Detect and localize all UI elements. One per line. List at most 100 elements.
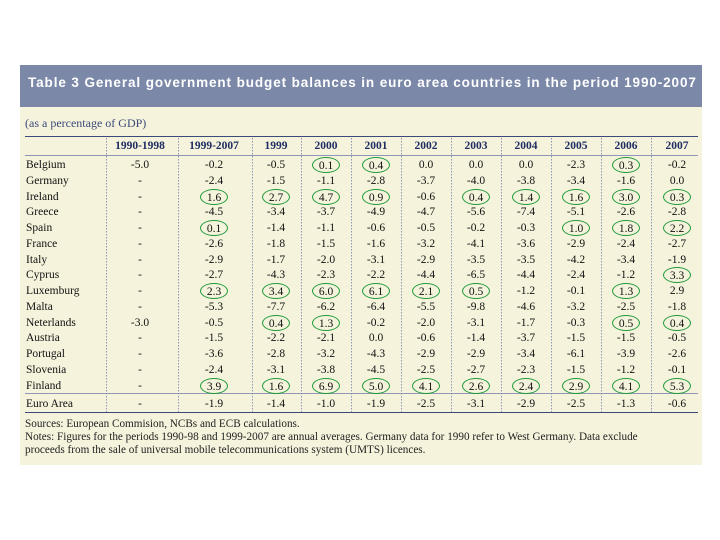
value-cell: -1.1 [316, 222, 336, 234]
highlighted-value-cell: 1.6 [200, 188, 228, 205]
value-cell: -3.0 [130, 316, 150, 329]
highlighted-value-cell: 3.0 [612, 188, 640, 205]
value-cell: -6.4 [366, 300, 386, 313]
value-cell: -1.5 [266, 174, 286, 187]
value-cell: -2.5 [616, 300, 636, 313]
value-cell: -2.8 [266, 348, 286, 360]
value-cell: -4.5 [366, 363, 386, 376]
value-cell: -3.1 [266, 363, 286, 376]
value-cell: -2.4 [616, 237, 636, 250]
value-cell: - [138, 237, 142, 250]
highlighted-value-cell: 0.1 [312, 157, 340, 173]
value-cell: -1.4 [266, 222, 286, 234]
value-cell: -2.7 [204, 269, 224, 282]
column-header: 1990-1998 [115, 140, 165, 152]
value-cell: -3.1 [366, 253, 386, 266]
highlighted-value-cell: 4.1 [612, 377, 640, 394]
value-cell: -1.1 [316, 174, 336, 187]
value-cell: -6.1 [566, 348, 586, 360]
value-cell: -2.9 [466, 348, 486, 360]
column-divider [301, 138, 302, 412]
value-cell: - [138, 174, 142, 187]
value-cell: -4.4 [516, 269, 536, 282]
value-cell: -2.7 [667, 237, 687, 250]
column-header: 1999 [264, 140, 288, 152]
column-header: 2001 [364, 140, 388, 152]
value-cell: -4.7 [416, 206, 436, 219]
value-cell: - [138, 379, 142, 392]
value-cell: -0.2 [466, 222, 486, 234]
value-cell: -0.6 [366, 222, 386, 234]
highlighted-value-cell: 1.6 [262, 377, 290, 394]
value-cell: -4.6 [516, 300, 536, 313]
highlighted-value-cell: 2.3 [200, 283, 228, 299]
highlighted-value-cell: 3.9 [200, 377, 228, 394]
total-value-cell: -2.5 [566, 398, 586, 410]
value-cell: -0.1 [566, 285, 586, 297]
value-cell: - [138, 363, 142, 376]
value-cell: 2.9 [669, 285, 685, 297]
value-cell: -0.6 [416, 332, 436, 345]
value-cell: -3.6 [204, 348, 224, 360]
highlighted-value-cell: 0.4 [462, 188, 490, 205]
highlighted-value-cell: 0.1 [200, 220, 228, 236]
value-cell: -3.2 [316, 348, 336, 360]
value-cell: -1.2 [616, 363, 636, 376]
row-label: Greece [26, 206, 59, 219]
highlighted-value-cell: 3.3 [663, 267, 691, 284]
value-cell: -2.6 [616, 206, 636, 219]
column-divider [601, 138, 602, 412]
highlighted-value-cell: 1.6 [562, 188, 590, 205]
total-row-label: Euro Area [26, 398, 73, 410]
value-cell: -3.7 [516, 332, 536, 345]
row-label: Germany [26, 174, 69, 187]
column-divider [252, 138, 253, 412]
value-cell: -3.7 [316, 206, 336, 219]
value-cell: -0.5 [266, 159, 286, 171]
column-header: 1999-2007 [189, 140, 239, 152]
header-bottom-rule [25, 155, 698, 156]
row-label: Italy [26, 253, 48, 266]
row-label: Finland [26, 379, 62, 392]
value-cell: -3.1 [466, 316, 486, 329]
value-cell: -3.8 [316, 363, 336, 376]
value-cell: - [138, 222, 142, 234]
total-value-cell: -2.5 [416, 398, 436, 410]
highlighted-value-cell: 0.4 [362, 157, 390, 173]
value-cell: -4.1 [466, 237, 486, 250]
row-label: Slovenia [26, 363, 67, 376]
value-cell: -3.6 [516, 237, 536, 250]
value-cell: -1.6 [366, 237, 386, 250]
value-cell: -0.2 [366, 316, 386, 329]
row-label: Cyprus [26, 269, 60, 282]
value-cell: -2.3 [316, 269, 336, 282]
column-header: 2004 [514, 140, 538, 152]
value-cell: - [138, 206, 142, 219]
column-divider [401, 138, 402, 412]
highlighted-value-cell: 4.1 [412, 377, 440, 394]
value-cell: -2.5 [416, 363, 436, 376]
value-cell: -1.7 [266, 253, 286, 266]
value-cell: -2.1 [316, 332, 336, 345]
total-value-cell: -1.9 [366, 398, 386, 410]
table-title: Table 3 General government budget balanc… [28, 75, 697, 90]
value-cell: -2.6 [204, 237, 224, 250]
value-cell: - [138, 269, 142, 282]
value-cell: -6.5 [466, 269, 486, 282]
value-cell: 0.0 [368, 332, 384, 345]
row-label: Spain [26, 222, 53, 234]
value-cell: -3.4 [566, 174, 586, 187]
highlighted-value-cell: 6.1 [362, 283, 390, 299]
value-cell: - [138, 253, 142, 266]
column-header: 2003 [464, 140, 488, 152]
highlighted-value-cell: 0.3 [612, 157, 640, 173]
highlighted-value-cell: 2.6 [462, 377, 490, 394]
value-cell: -2.8 [667, 206, 687, 219]
value-cell: -1.8 [667, 300, 687, 313]
value-cell: -2.7 [466, 363, 486, 376]
value-cell: -5.5 [416, 300, 436, 313]
value-cell: -0.2 [667, 159, 687, 171]
value-cell: -2.3 [566, 159, 586, 171]
value-cell: -3.7 [416, 174, 436, 187]
row-label: Portugal [26, 348, 65, 360]
